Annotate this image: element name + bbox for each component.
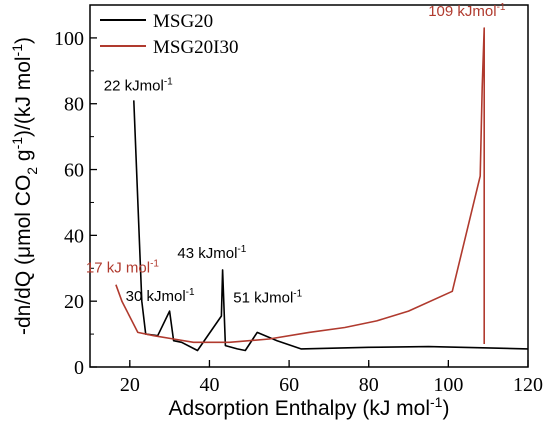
y-axis-label: -dn/dQ (μmol CO2 g-1)/(kJ mol-1)	[9, 37, 40, 335]
x-tick-label: 80	[359, 374, 379, 396]
legend-label: MSG20I30	[153, 37, 239, 58]
legend-label: MSG20	[153, 11, 213, 32]
x-tick-label: 100	[433, 374, 463, 396]
y-tick-label: 0	[74, 357, 84, 379]
annotation-label: 43 kJmol-1	[177, 244, 246, 262]
x-tick-label: 40	[199, 374, 219, 396]
annotation-label: 30 kJmol-1	[126, 287, 195, 305]
annotation-layer: 22 kJmol-1 30 kJmol-1 43 kJmol-1 51 kJmol-1…	[86, 2, 506, 306]
axis-ticks: 20 40 60 80 100 120 0 20 40 60 80 100	[54, 28, 543, 396]
series-line-msg20	[133, 100, 529, 352]
y-tick-label: 60	[64, 160, 84, 182]
x-axis-label: Adsorption Enthalpy (kJ mol-1)	[169, 394, 450, 420]
y-tick-label: 40	[64, 225, 84, 247]
x-tick-label: 120	[513, 374, 543, 396]
series-line-msg20i30	[115, 27, 485, 344]
x-tick-label: 60	[279, 374, 299, 396]
annotation-label: 51 kJmol-1	[233, 288, 302, 306]
plot-frame	[89, 4, 529, 368]
x-tick-label: 20	[120, 374, 140, 396]
y-tick-label: 100	[54, 28, 84, 50]
legend: MSG20 MSG20I30	[100, 11, 239, 58]
y-tick-label: 80	[64, 94, 84, 116]
annotation-label: 109 kJmol-1	[428, 2, 506, 20]
annotation-label: 17 kJ mol-1	[86, 259, 160, 277]
series-layer	[115, 27, 529, 352]
y-tick-label: 20	[64, 291, 84, 313]
annotation-label: 22 kJmol-1	[104, 76, 173, 94]
